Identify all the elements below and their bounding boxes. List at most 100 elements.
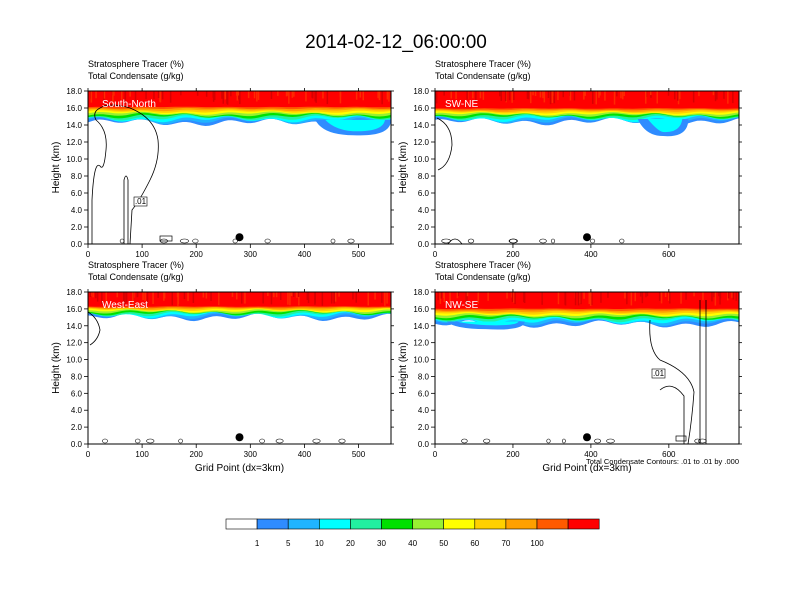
tracer-streak	[285, 91, 288, 97]
tracer-streak	[668, 292, 670, 301]
plot-frame	[87, 291, 392, 445]
tracer-streak	[161, 91, 164, 100]
tracer-streak	[607, 292, 609, 298]
x-tick-label: 600	[662, 250, 676, 259]
tracer-streak	[504, 91, 507, 102]
tracer-streak	[719, 292, 722, 299]
condensate-contour	[159, 238, 168, 244]
condensate-contour	[509, 238, 518, 244]
tracer-streak	[103, 91, 106, 99]
tracer-streak	[297, 292, 300, 297]
tracer-streak	[145, 91, 147, 100]
colorbar-label: 20	[346, 539, 355, 548]
y-axis-label: Height (km)	[51, 342, 62, 394]
tracer-streak	[714, 292, 717, 306]
tracer-streak	[613, 91, 616, 105]
tracer-streak	[367, 292, 369, 306]
y-tick-label: 4.0	[71, 406, 83, 415]
y-tick-label: 16.0	[413, 104, 429, 113]
location-marker	[583, 433, 591, 442]
tracer-streak	[287, 91, 289, 96]
tracer-streak	[604, 91, 606, 101]
contour-label-box	[133, 196, 148, 207]
tracer-streak	[645, 292, 647, 298]
tracer-streak	[557, 91, 559, 101]
condensate-contour	[467, 238, 475, 244]
x-tick-label: 0	[433, 250, 438, 259]
condensate-contour	[91, 104, 159, 244]
tracer-streak	[152, 292, 154, 304]
tracer-streak	[624, 292, 626, 299]
tracer-streak	[656, 91, 658, 104]
tracer-streak	[598, 91, 600, 98]
tracer-streak	[457, 292, 460, 297]
colorbar-swatch	[350, 518, 382, 530]
tracer-streak	[712, 91, 715, 96]
tracer-streak	[144, 292, 146, 302]
x-tick-label: 100	[135, 450, 149, 459]
plot-area	[435, 91, 739, 244]
tracer-streak	[440, 292, 443, 299]
condensate-contour	[88, 311, 101, 346]
tracer-streak	[435, 91, 437, 100]
tracer-streak	[539, 91, 542, 98]
y-tick-label: 0.0	[418, 240, 430, 249]
tracer-streak	[296, 292, 298, 298]
colorbar-swatch	[381, 518, 413, 530]
y-tick-label: 6.0	[71, 189, 83, 198]
x-tick-label: 200	[506, 250, 520, 259]
y-tick-label: 12.0	[413, 138, 429, 147]
y-tick-label: 8.0	[71, 172, 83, 181]
condensate-contour	[123, 175, 129, 244]
condensate-contour	[436, 117, 453, 171]
tracer-streak	[500, 91, 502, 101]
tracer-streak	[543, 91, 546, 103]
tracer-streak	[660, 292, 663, 304]
tracer-streak	[224, 91, 227, 100]
tracer-streak	[541, 292, 543, 305]
y-tick-label: 0.0	[418, 440, 430, 449]
tracer-streak	[667, 91, 670, 96]
tracer-streak	[526, 91, 529, 99]
tracer-streak	[275, 292, 278, 298]
colorbar-label: 30	[377, 539, 386, 548]
tracer-streak	[591, 292, 593, 305]
tracer-streak	[381, 91, 383, 105]
condensate-contour	[675, 435, 687, 442]
tracer-streak	[479, 91, 482, 99]
panel-name: South-North	[102, 99, 156, 110]
tracer-streak	[630, 292, 633, 306]
y-tick-label: 14.0	[413, 322, 429, 331]
tracer-streak	[290, 292, 293, 296]
tracer-streak	[142, 292, 144, 300]
colorbar: 1 5 10 20 30 40 50 60 70 100	[225, 518, 600, 548]
contour-label: .01	[135, 197, 147, 206]
condensate-contour	[275, 438, 284, 444]
tracer-streak	[639, 292, 642, 297]
panel-name: NW-SE	[445, 300, 478, 311]
tracer-streak	[305, 91, 307, 102]
y-tick-label: 8.0	[71, 372, 83, 381]
tracer-streak	[187, 292, 189, 302]
condensate-contour	[694, 438, 701, 444]
y-tick-label: 8.0	[418, 172, 430, 181]
tracer-streak	[192, 292, 195, 303]
y-tick-label: 4.0	[71, 206, 83, 215]
tracer-streak	[713, 292, 715, 298]
tracer-streak	[374, 292, 376, 300]
x-axis-label: Grid Point (dx=3km)	[542, 463, 631, 474]
tracer-streak	[231, 292, 234, 297]
tracer-streak	[698, 91, 700, 97]
x-tick-label: 400	[298, 450, 312, 459]
plot-area	[88, 91, 391, 244]
y-tick-label: 18.0	[66, 288, 82, 297]
tracer-streak	[584, 91, 586, 96]
condensate-contour	[264, 238, 271, 244]
tracer-streak	[692, 91, 695, 103]
tracer-streak	[277, 91, 279, 96]
tracer-streak	[388, 91, 390, 102]
plot-frame	[87, 90, 392, 245]
tracer-streak	[527, 91, 530, 100]
colorbar-swatch	[225, 518, 258, 530]
tracer-streak	[472, 91, 474, 99]
